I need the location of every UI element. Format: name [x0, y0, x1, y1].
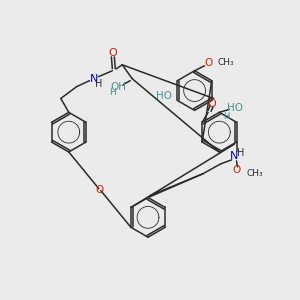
Text: O: O [204, 58, 213, 68]
Text: O: O [96, 184, 104, 195]
Text: OH: OH [110, 82, 126, 92]
Text: CH₃: CH₃ [246, 169, 263, 178]
Text: HO: HO [227, 103, 243, 113]
Text: H: H [95, 79, 102, 88]
Text: N: N [90, 74, 99, 84]
Text: H: H [237, 148, 244, 158]
Text: H: H [109, 88, 116, 97]
Text: O: O [108, 48, 117, 58]
Text: HO: HO [156, 91, 172, 100]
Text: CH₃: CH₃ [218, 58, 234, 67]
Text: O: O [232, 165, 241, 175]
Text: N: N [230, 151, 239, 161]
Text: H: H [223, 112, 230, 121]
Text: O: O [208, 99, 217, 110]
